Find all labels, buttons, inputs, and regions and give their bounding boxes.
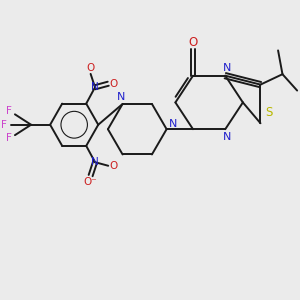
Text: F: F (1, 120, 7, 130)
Text: O: O (86, 63, 95, 73)
Text: O: O (110, 161, 118, 171)
Text: N: N (223, 132, 231, 142)
Text: S: S (265, 106, 272, 119)
Text: N: N (91, 157, 99, 167)
Text: N: N (91, 82, 99, 92)
Text: O: O (110, 79, 118, 89)
Text: O: O (188, 36, 198, 49)
Text: N: N (169, 119, 177, 129)
Text: O⁻: O⁻ (84, 177, 98, 187)
Text: N: N (117, 92, 125, 101)
Text: F: F (6, 106, 12, 116)
Text: F: F (6, 133, 12, 143)
Text: N: N (223, 63, 231, 73)
